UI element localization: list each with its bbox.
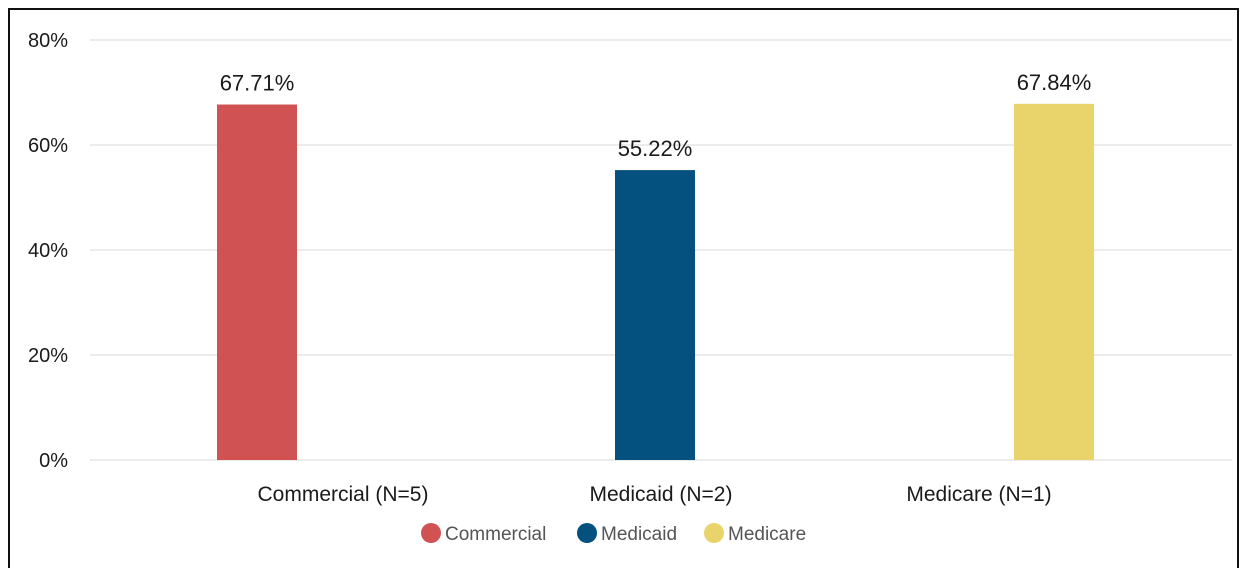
data-label: 55.22% [618, 136, 693, 161]
legend-marker [421, 523, 441, 543]
legend-marker [577, 523, 597, 543]
y-tick-label: 40% [28, 240, 68, 262]
bar-chart: 0% 20% 40% 60% 80% 67.71% Commercial (N=5) 55.2… [28, 30, 1232, 545]
y-tick-label: 80% [28, 30, 68, 52]
y-tick-label: 0% [39, 450, 68, 472]
bar [1014, 103, 1094, 460]
x-tick-label: Medicaid (N=2) [590, 483, 733, 506]
bar [615, 170, 695, 460]
legend-marker [704, 523, 724, 543]
y-tick-label: 20% [28, 345, 68, 367]
data-label: 67.71% [220, 71, 295, 96]
x-tick-label: Commercial (N=5) [258, 483, 429, 506]
legend-label: Medicaid [601, 524, 677, 545]
chart-frame: 0% 20% 40% 60% 80% 67.71% Commercial (N=5) 55.2… [8, 8, 1239, 568]
x-tick-label: Medicare (N=1) [906, 483, 1051, 506]
legend-label: Medicare [728, 524, 806, 545]
y-tick-label: 60% [28, 135, 68, 157]
bar [217, 104, 297, 461]
legend-label: Commercial [445, 524, 546, 545]
data-label: 67.84% [1017, 70, 1092, 95]
